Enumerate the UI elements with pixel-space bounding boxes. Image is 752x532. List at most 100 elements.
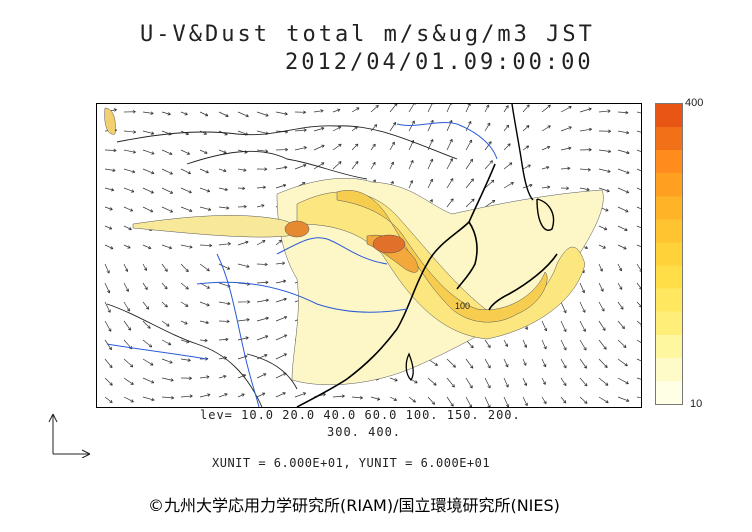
wind-arrow: [579, 396, 588, 404]
wind-arrow: [617, 187, 630, 194]
wind-arrow: [104, 320, 112, 332]
wind-arrow: [446, 158, 453, 170]
wind-arrow: [503, 358, 509, 368]
wind-arrow: [560, 166, 571, 171]
wind-arrow: [275, 372, 287, 379]
wind-arrow: [446, 198, 454, 208]
wind-arrow: [598, 129, 612, 133]
wind-arrow: [256, 111, 269, 117]
wind-arrow: [123, 110, 136, 114]
wind-arrow: [541, 125, 551, 132]
wind-arrow: [617, 130, 630, 135]
wind-arrow: [199, 187, 211, 193]
wind-arrow: [636, 396, 641, 399]
wind-arrow: [275, 147, 289, 152]
wind-arrow: [541, 396, 547, 405]
wind-arrow: [617, 263, 622, 272]
wind-arrow: [161, 320, 170, 327]
wind-arrow: [598, 168, 611, 173]
wind-arrow: [294, 163, 307, 170]
wind-arrow: [275, 111, 288, 116]
wind-arrow: [560, 146, 572, 151]
unit-scale-text: XUNIT = 6.000E+01, YUNIT = 6.000E+01: [212, 456, 491, 470]
wind-arrow: [275, 239, 283, 246]
wind-arrow: [256, 392, 266, 398]
wind-arrow: [617, 282, 623, 290]
wind-arrow: [237, 393, 245, 398]
wind-arrow: [541, 339, 547, 350]
wind-arrow: [598, 109, 611, 113]
wind-arrow: [104, 187, 115, 192]
wind-arrow: [617, 358, 628, 367]
wind-arrow: [617, 339, 627, 348]
wind-arrow: [389, 161, 394, 170]
wind-arrow: [446, 396, 454, 407]
wind-arrow: [123, 263, 129, 272]
wind-arrow: [256, 373, 267, 379]
wind-arrow: [313, 144, 325, 151]
wind-arrow: [465, 358, 474, 369]
wind-arrow: [636, 187, 641, 191]
wind-arrow: [123, 377, 134, 385]
wind-arrow: [579, 127, 592, 132]
wind-arrow: [123, 282, 129, 292]
wind-arrow: [598, 320, 606, 331]
wind-arrow: [636, 111, 641, 114]
wind-arrow: [142, 111, 154, 115]
wind-arrow: [465, 377, 473, 389]
coastline-china-korea: [296, 163, 496, 407]
wind-arrow: [560, 358, 567, 369]
wind-arrow: [161, 301, 168, 308]
wind-arrow: [465, 158, 474, 170]
wind-arrow: [522, 125, 530, 132]
wind-arrow: [503, 181, 514, 189]
wind-arrow: [465, 198, 475, 208]
axis-up-arrow: [48, 413, 58, 454]
wind-arrow: [484, 179, 495, 189]
wind-arrow: [237, 318, 250, 322]
wind-arrow: [636, 339, 641, 343]
wind-arrow: [503, 339, 508, 347]
wind-arrow: [465, 396, 473, 407]
wind-arrow: [256, 185, 266, 190]
wind-arrow: [427, 178, 433, 189]
dust-plume-western-tongue: [132, 215, 296, 238]
wind-arrow: [427, 396, 436, 405]
wind-arrow: [522, 377, 528, 386]
wind-arrow: [541, 358, 547, 368]
wind-arrow: [237, 168, 247, 172]
wind-arrow: [104, 377, 113, 386]
wind-arrow: [598, 263, 603, 272]
wind-arrow: [104, 244, 114, 250]
wind-arrow: [275, 261, 286, 265]
wind-arrow: [370, 161, 376, 170]
coastline-japan-honshu: [488, 253, 558, 311]
river-amur: [396, 122, 498, 160]
wind-arrow: [275, 165, 288, 170]
wind-arrow: [636, 130, 641, 133]
wind-arrow: [370, 104, 379, 113]
wind-arrow: [123, 187, 135, 193]
wind-arrow: [484, 377, 491, 389]
coastline-japan-hokkaido: [536, 198, 555, 231]
wind-arrow: [180, 206, 193, 213]
wind-arrow: [275, 334, 288, 341]
river-ganges: [106, 343, 208, 360]
dust-core-eastern: [372, 234, 406, 254]
wind-arrow: [522, 396, 528, 407]
wind-arrow: [123, 225, 132, 231]
wind-arrow: [579, 282, 586, 294]
coastlines-and-borders: [106, 104, 558, 407]
wind-arrow: [142, 358, 154, 366]
wind-arrow: [218, 111, 229, 118]
contour-label: 100: [455, 301, 470, 311]
wind-arrow: [351, 126, 358, 132]
wind-arrow: [275, 297, 287, 303]
wind-arrow: [275, 183, 287, 189]
wind-arrow: [617, 377, 629, 385]
wind-arrow: [503, 162, 513, 170]
wind-arrow: [579, 301, 586, 313]
wind-arrow: [579, 187, 590, 192]
wind-arrow: [617, 225, 628, 232]
wind-arrow: [446, 138, 453, 151]
